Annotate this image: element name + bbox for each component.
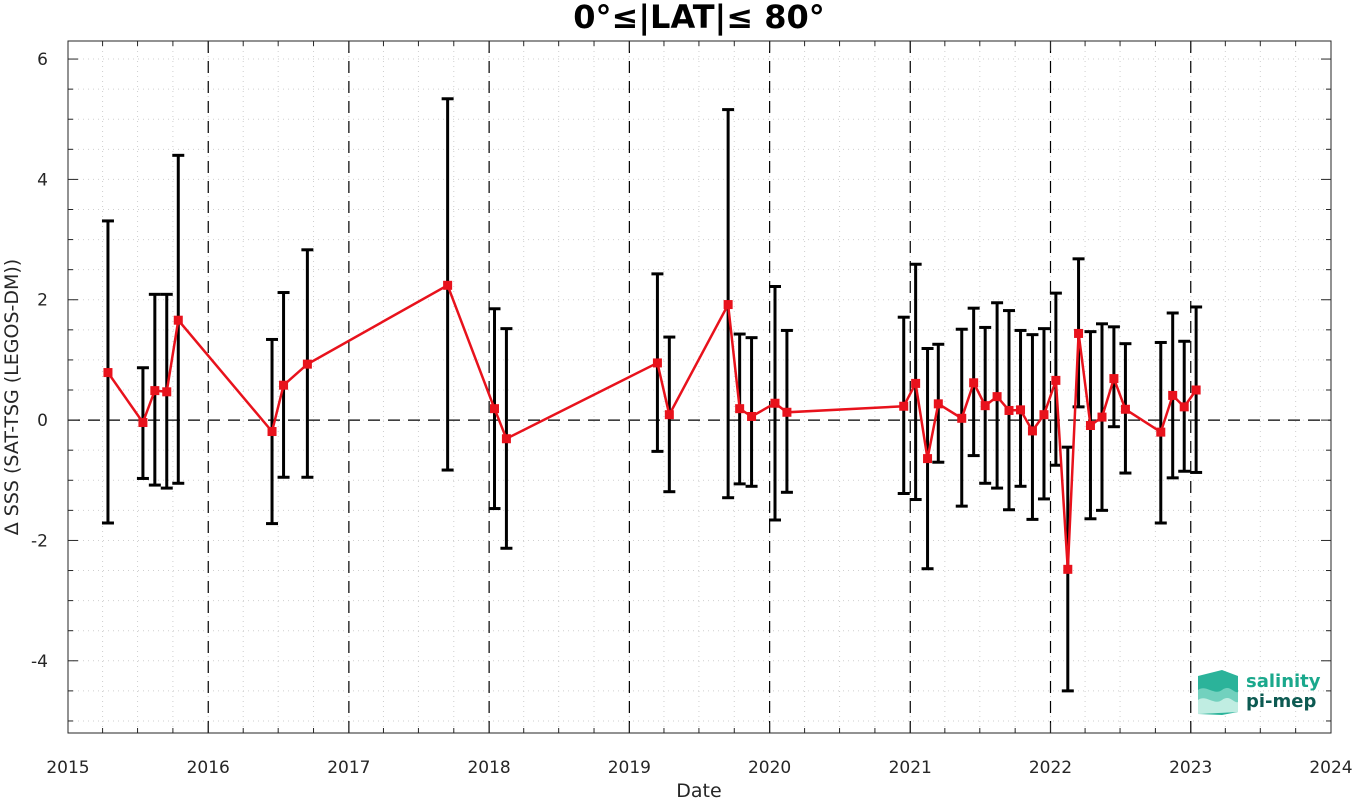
data-point [899, 401, 909, 411]
y-tick-label: 0 [37, 411, 48, 431]
data-point [1168, 390, 1178, 400]
data-point [1074, 328, 1084, 338]
x-tick-label: 2018 [467, 758, 510, 778]
x-tick-label: 2024 [1309, 758, 1352, 778]
salinity-pi-mep-logo: salinity pi-mep [1198, 670, 1321, 715]
x-tick-label: 2020 [748, 758, 791, 778]
data-point [1085, 421, 1095, 431]
data-point [735, 404, 745, 414]
chart-title: 0°≤|LAT|≤ 80° [573, 0, 824, 37]
data-point [782, 407, 792, 417]
y-tick-label: 2 [37, 291, 48, 311]
data-point [1120, 404, 1130, 414]
data-point [747, 411, 757, 421]
data-point [1097, 412, 1107, 422]
plot-area [101, 97, 1203, 693]
x-axis: 2015 2016 2017 2018 2019 2020 2021 2022 2023 2024 [46, 41, 1353, 778]
data-point [302, 359, 312, 369]
data-point [1051, 375, 1061, 385]
data-point [267, 427, 277, 437]
y-tick-label: -2 [31, 531, 48, 551]
data-point [1039, 410, 1049, 420]
x-tick-label: 2021 [889, 758, 932, 778]
data-point [969, 378, 979, 388]
data-point [173, 315, 183, 325]
data-point [443, 280, 453, 290]
data-point [923, 454, 933, 464]
x-axis-label: Date [676, 780, 721, 801]
data-point [992, 392, 1002, 402]
y-axis-label: Δ SSS (SAT-TSG (LEGOS-DM)) [1, 259, 23, 535]
logo-line-1: salinity [1246, 671, 1321, 692]
data-point [138, 418, 148, 428]
data-point [490, 404, 500, 414]
data-point [1004, 405, 1014, 415]
data-point [501, 434, 511, 444]
y-axis: -4 -2 0 2 4 6 [31, 50, 1331, 722]
data-point [103, 368, 113, 378]
data-point [911, 378, 921, 388]
data-point [279, 380, 289, 390]
grid [67, 41, 1331, 733]
y-tick-label: 4 [37, 170, 48, 190]
x-tick-label: 2016 [187, 758, 230, 778]
data-point [980, 401, 990, 411]
data-point [150, 386, 160, 396]
data-point [664, 410, 674, 420]
data-point [1179, 402, 1189, 412]
data-point [1156, 427, 1166, 437]
data-point [1027, 426, 1037, 436]
data-point [162, 387, 172, 397]
x-tick-label: 2023 [1169, 758, 1212, 778]
data-point [1063, 564, 1073, 574]
x-tick-label: 2019 [608, 758, 651, 778]
y-tick-label: -4 [31, 652, 48, 672]
plot-frame [67, 40, 1332, 734]
logo-line-2: pi-mep [1246, 691, 1316, 712]
x-tick-label: 2015 [46, 758, 89, 778]
data-point [1016, 405, 1026, 415]
data-point [723, 300, 733, 310]
x-tick-label: 2017 [327, 758, 370, 778]
data-point [652, 358, 662, 368]
y-tick-label: 6 [37, 50, 48, 70]
wave-icon [1198, 670, 1238, 715]
data-point [957, 413, 967, 423]
data-point [933, 399, 943, 409]
data-point [770, 398, 780, 408]
data-point [1109, 374, 1119, 384]
axes-frame [67, 40, 1332, 734]
data-point [1191, 385, 1201, 395]
x-tick-label: 2022 [1029, 758, 1072, 778]
